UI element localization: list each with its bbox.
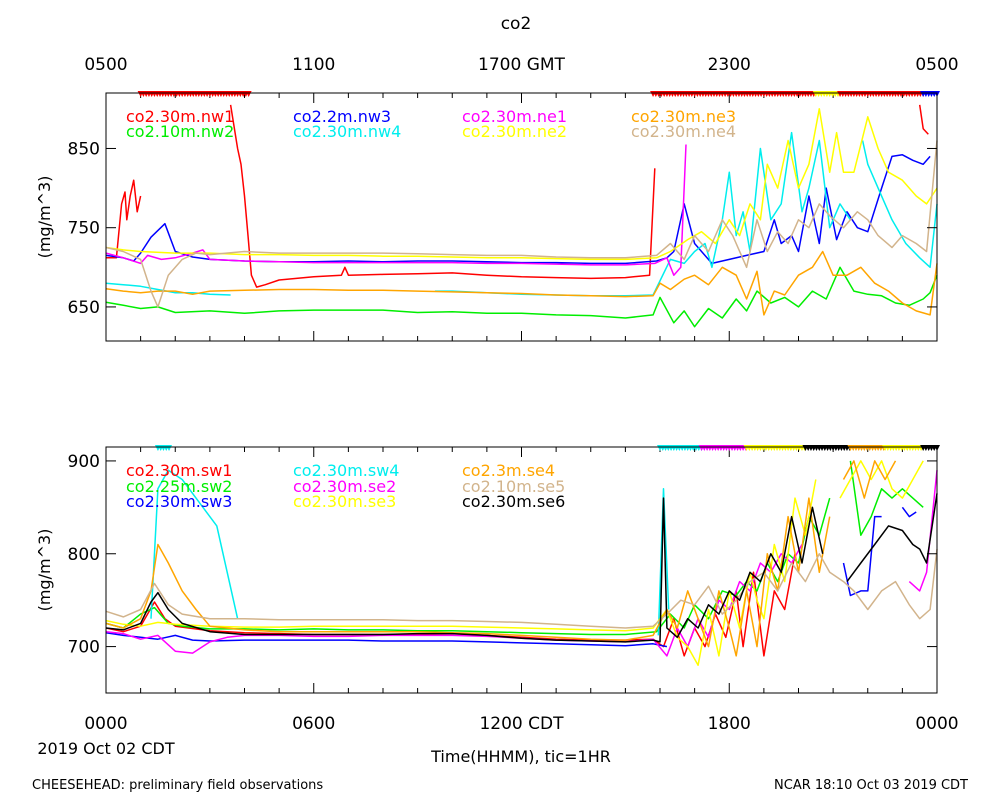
x-tick-label: 0500 <box>84 55 127 75</box>
legend-entry: co2.30m.ne3 <box>631 107 736 126</box>
bottom-yticks: 700 800 900 <box>68 452 937 658</box>
series-line-co2.2m.nw3 <box>105 154 931 265</box>
legend-entry: co2.3m.se4 <box>462 461 555 480</box>
series-line-co2.30m.ne4 <box>105 140 938 308</box>
bottom-y-axis-label: (mg/m^3) <box>35 529 54 612</box>
series-line-co2.30m.ne1 <box>105 144 687 276</box>
series-line-co2.10m.nw2 <box>105 266 938 328</box>
y-tick-label: 650 <box>68 298 100 318</box>
series-line-co2.30m.sw1 <box>105 553 796 657</box>
top-plot-area <box>105 104 938 328</box>
x-tick-label: 1800 <box>708 714 751 734</box>
x-tick-label: 0000 <box>84 714 127 734</box>
legend-entry: co2.30m.ne1 <box>462 107 567 126</box>
x-tick-label: 1200 CDT <box>479 714 564 734</box>
series-line-co2.30m.ne3 <box>105 250 938 316</box>
series-line-co2.30m.sw4 <box>150 469 670 636</box>
legend-entry: co2.30m.ne4 <box>631 122 736 141</box>
bottom-x-ticklabels: 0000 0600 1200 CDT 1800 0000 <box>84 714 958 734</box>
series-line-co2.30m.nw1 <box>106 104 929 288</box>
top-yticks: 650 750 850 <box>68 139 937 318</box>
x-tick-label: 0600 <box>292 714 335 734</box>
footer-left: CHEESEHEAD: preliminary field observatio… <box>32 778 323 793</box>
top-y-axis-label: (mg/m^3) <box>35 176 54 259</box>
bottom-plot-frame <box>105 446 938 694</box>
series-line-co2.30m.sw3 <box>105 506 917 648</box>
x-tick-label: 2300 <box>708 55 751 75</box>
x-tick-label: 1700 GMT <box>478 55 566 75</box>
legend-entry: co2.2m.nw3 <box>293 107 391 126</box>
legend-entry: co2.25m.sw2 <box>126 477 232 496</box>
date-label: 2019 Oct 02 CDT <box>37 739 174 758</box>
bottom-plot-area <box>105 460 938 666</box>
chart-title: co2 <box>501 14 532 34</box>
legend-entry: co2.30m.sw3 <box>126 492 232 511</box>
footer-right: NCAR 18:10 Oct 03 2019 CDT <box>774 778 968 793</box>
legend-entry: co2.30m.sw1 <box>126 461 232 480</box>
legend-entry: co2.30m.se6 <box>462 492 565 511</box>
series-line-co2.30m.ne2 <box>105 108 938 261</box>
top-legend: co2.30m.nw1co2.10m.nw2co2.2m.nw3co2.30m.… <box>126 107 736 141</box>
y-tick-label: 800 <box>68 545 100 565</box>
legend-entry: co2.30m.nw1 <box>126 107 234 126</box>
x-tick-label: 1100 <box>292 55 335 75</box>
series-line-co2.3m.se4 <box>105 460 897 657</box>
bottom-status-bar <box>154 445 940 451</box>
y-tick-label: 850 <box>68 139 100 159</box>
x-tick-label: 0500 <box>915 55 958 75</box>
legend-entry: co2.30m.se2 <box>293 477 396 496</box>
y-tick-label: 900 <box>68 452 100 472</box>
series-line-co2.30m.se6 <box>105 493 938 643</box>
x-tick-label: 0000 <box>915 714 958 734</box>
y-tick-label: 700 <box>68 638 100 658</box>
series-line-co2.30m.se3 <box>105 460 924 666</box>
legend-entry: co2.10m.nw2 <box>126 122 234 141</box>
top-x-top-ticks: 0500 1100 1700 GMT 2300 0500 <box>84 55 958 75</box>
x-axis-label: Time(HHMM), tic=1HR <box>430 747 611 766</box>
legend-entry: co2.30m.nw4 <box>293 122 401 141</box>
legend-entry: co2.30m.ne2 <box>462 122 567 141</box>
legend-entry: co2.30m.sw4 <box>293 461 399 480</box>
y-tick-label: 750 <box>68 219 100 239</box>
series-line-co2.10m.se5 <box>105 549 938 629</box>
legend-entry: co2.30m.se3 <box>293 492 396 511</box>
top-plot-frame <box>105 92 938 342</box>
legend-entry: co2.10m.se5 <box>462 477 565 496</box>
top-status-bar <box>137 91 940 97</box>
